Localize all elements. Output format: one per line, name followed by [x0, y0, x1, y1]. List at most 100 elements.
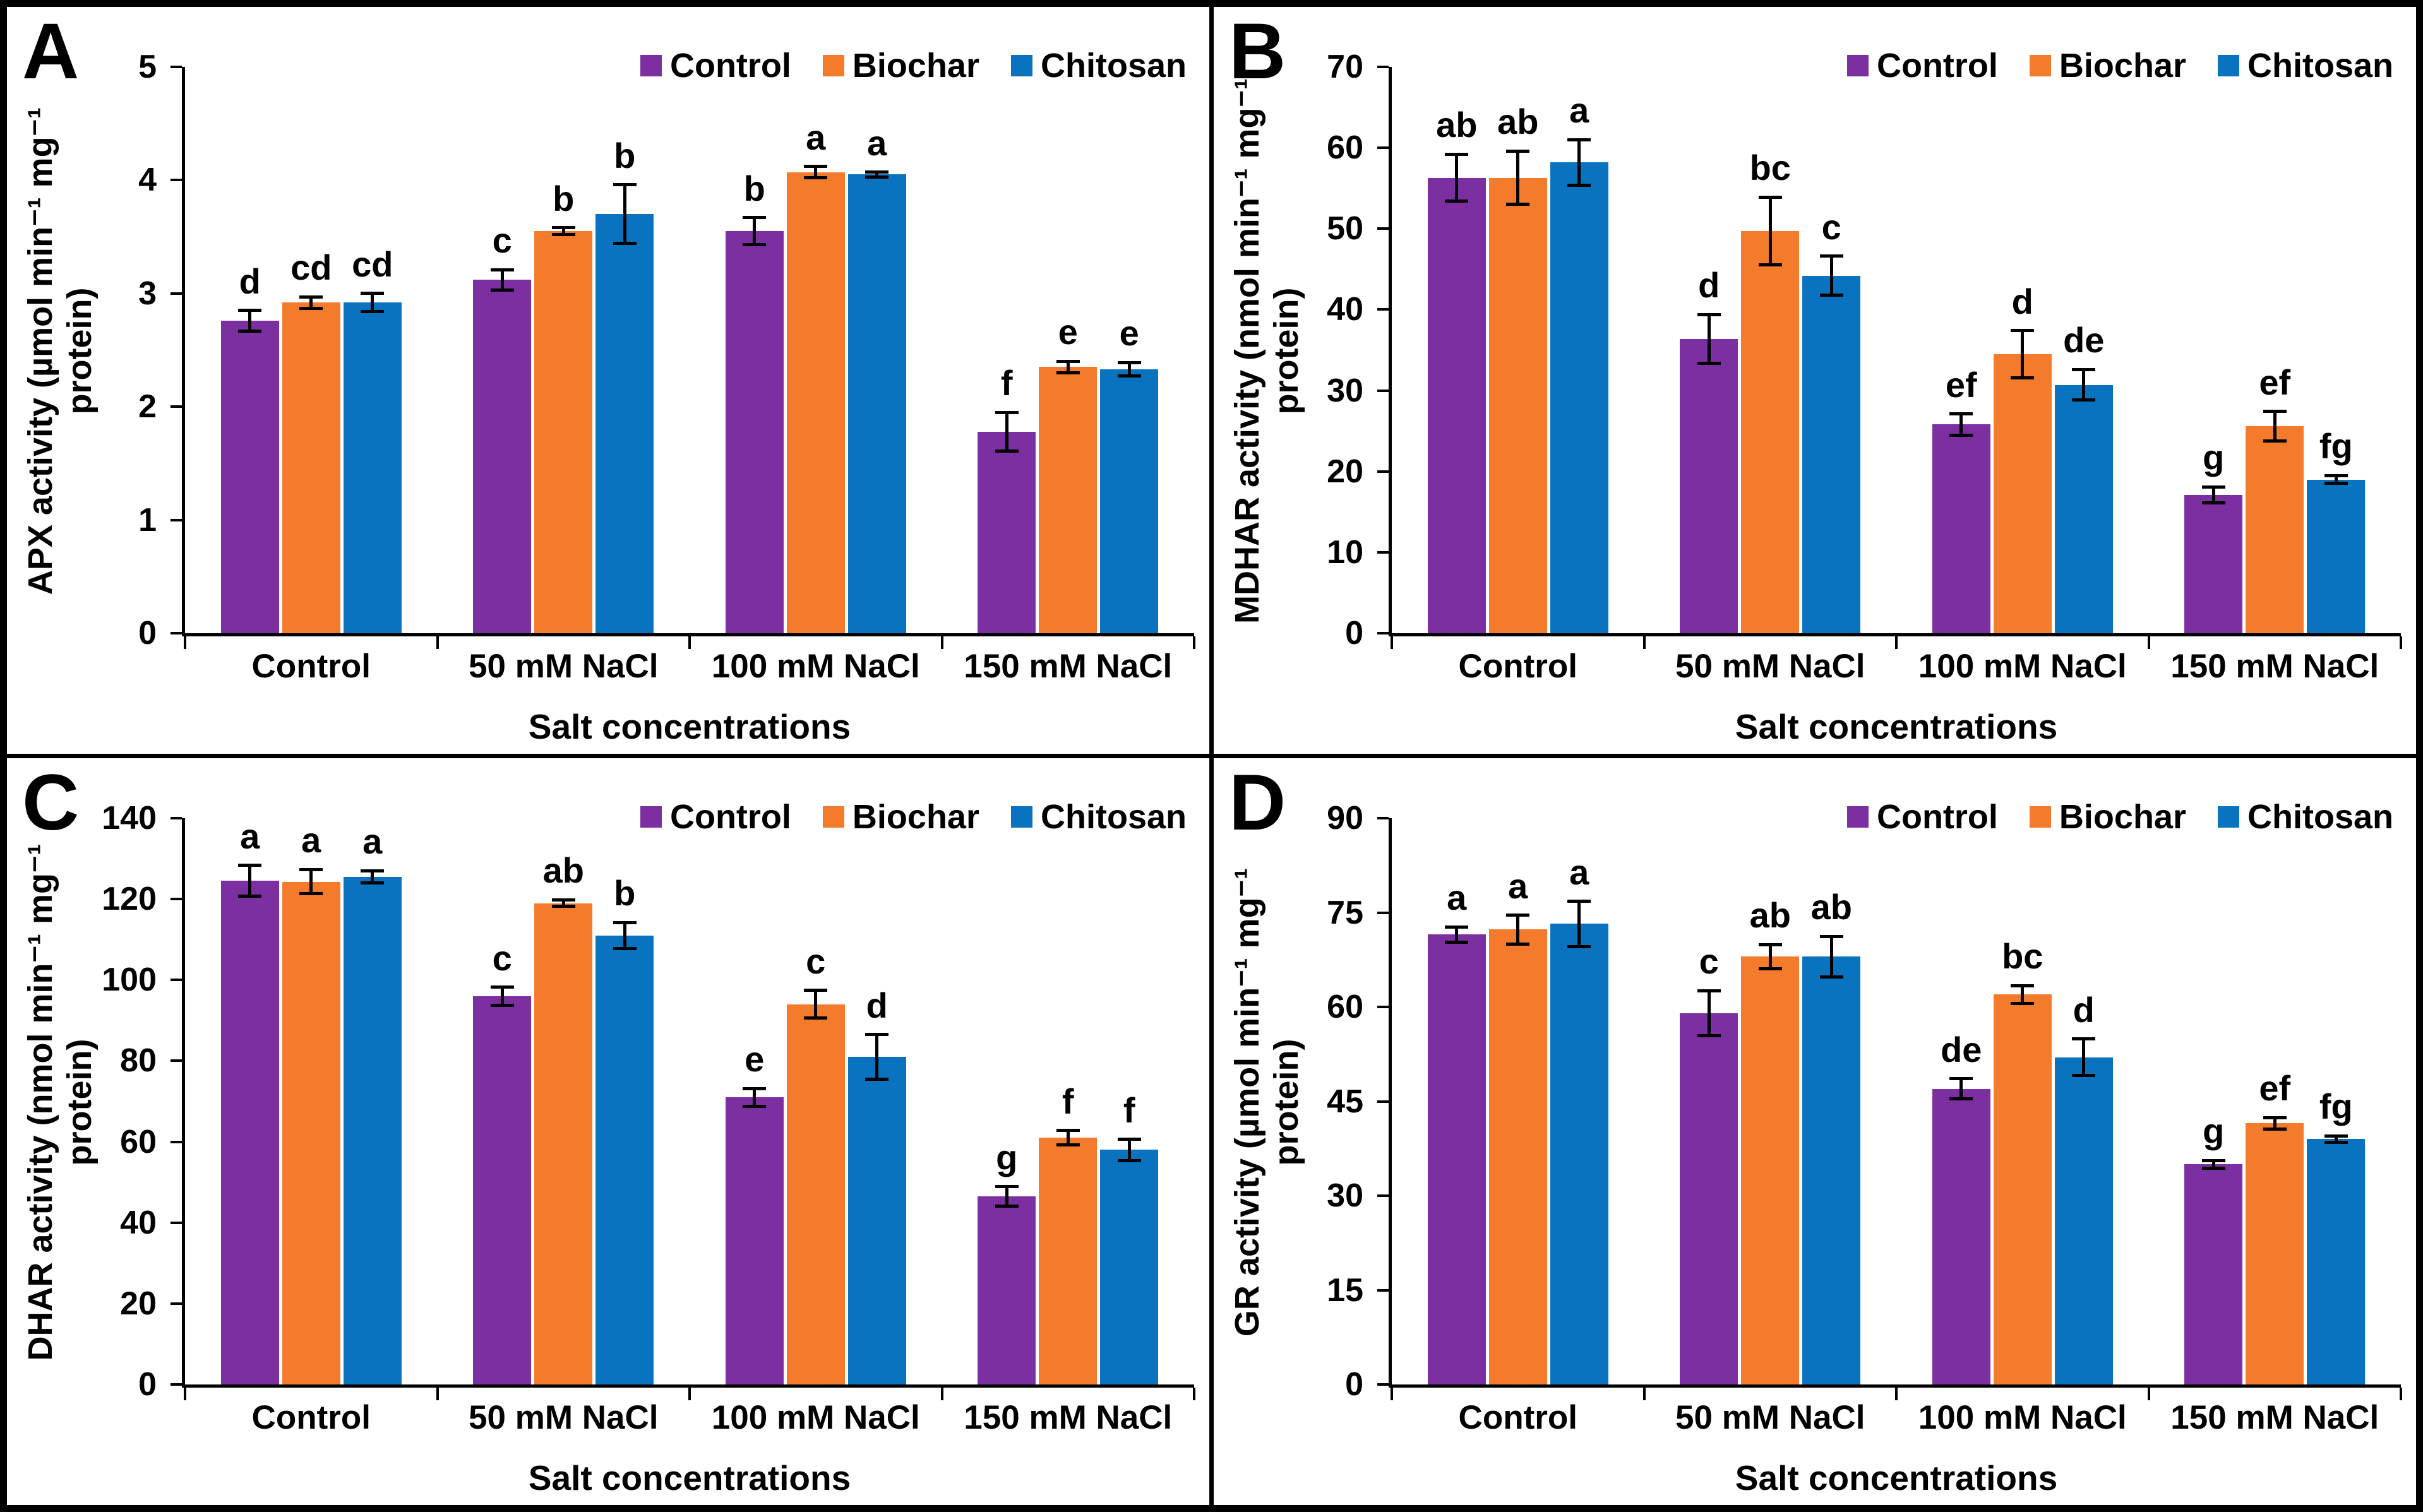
x-tick [2147, 636, 2150, 649]
legend-swatch-control [1846, 806, 1869, 828]
y-tick [1377, 1006, 1389, 1008]
legend-swatch-chitosan [1010, 55, 1032, 76]
bar-control-2 [473, 280, 532, 633]
x-category: 100 mM NaCl [1918, 1399, 2127, 1436]
error-bar-cap-top [1445, 925, 1469, 929]
error-bar-cap-top [1819, 934, 1843, 938]
x-category: Control [251, 1399, 371, 1436]
y-tick [171, 1140, 182, 1143]
x-tick [1642, 636, 1646, 649]
error-bar-cap-top [2201, 485, 2225, 489]
y-tick-label: 0 [138, 1366, 157, 1403]
bar-chitosan-3 [847, 1057, 906, 1384]
bar-chitosan-1 [1550, 924, 1608, 1384]
sig-letter: a [1569, 852, 1589, 892]
error-bar [1959, 414, 1963, 436]
legend-swatch-chitosan [2217, 55, 2239, 76]
plot-area: 0 20 40 60 80 100 120 140 a a a c ab b e c d g f f [102, 800, 1195, 1403]
y-tick [171, 632, 182, 634]
panel-d: D GR activity (µmol min⁻¹ mg⁻¹ protein) … [1214, 758, 2416, 1505]
x-tick [1642, 1388, 1646, 1400]
plot-area: 0 15 30 45 60 75 90 a a a c ab ab de bc d g ef fg [1327, 800, 2402, 1403]
x-category: Control [1458, 648, 1577, 685]
error-bar-cap-bottom [1949, 1097, 1973, 1101]
sig-letter: ef [1945, 364, 1977, 405]
x-category: 150 mM NaCl [2170, 648, 2379, 685]
legend-label: Chitosan [2247, 47, 2393, 85]
error-bar-cap-bottom [1445, 940, 1469, 944]
bar-control-4 [2184, 494, 2243, 633]
error-bar-cap-top [299, 867, 323, 871]
error-bar [1768, 944, 1772, 969]
error-bar-cap-top [238, 864, 262, 867]
error-bar-cap-bottom [1758, 263, 1782, 267]
sig-letter: e [1119, 313, 1139, 354]
error-bar-cap-bottom [1697, 1034, 1721, 1038]
bar-control-1 [220, 881, 279, 1384]
sig-letter: c [492, 220, 512, 261]
bar-chitosan-3 [847, 174, 906, 633]
x-tick [2147, 1388, 2150, 1400]
error-bar [500, 987, 504, 1006]
error-bar-cap-top [743, 1086, 767, 1090]
error-bar-cap-top [361, 869, 385, 872]
error-bar-cap-top [2263, 410, 2287, 414]
sig-letter: ef [2259, 1068, 2291, 1109]
error-bar-cap-bottom [490, 1003, 514, 1007]
error-bar-cap-bottom [1117, 1158, 1141, 1162]
y-tick-label: 3 [138, 275, 157, 312]
sig-letter: b [614, 873, 636, 914]
error-bar [1959, 1078, 1963, 1099]
y-tick-label: 5 [138, 49, 157, 85]
y-tick [171, 1383, 182, 1386]
y-tick [1377, 389, 1389, 392]
error-bar-cap-bottom [2201, 501, 2225, 505]
x-category: 50 mM NaCl [1675, 648, 1865, 685]
error-bar-cap-bottom [1056, 371, 1080, 374]
y-tick [171, 66, 182, 68]
y-tick-label: 4 [138, 162, 157, 199]
error-bar [248, 865, 252, 896]
legend-swatch-biochar [822, 55, 844, 76]
error-bar [1829, 936, 1833, 977]
x-category: 150 mM NaCl [964, 1399, 1173, 1436]
y-tick-label: 60 [120, 1123, 157, 1160]
y-tick [1377, 227, 1389, 230]
sig-letter: f [1123, 1090, 1135, 1130]
sig-letter: ab [1497, 102, 1539, 142]
bar-biochar-4 [1039, 367, 1098, 633]
y-tick [171, 1221, 182, 1224]
error-bar [1516, 151, 1520, 205]
legend-swatch-control [640, 806, 662, 828]
sig-letter: d [2073, 989, 2095, 1030]
y-tick [171, 1302, 182, 1305]
y-tick [1377, 1383, 1389, 1386]
legend-item-biochar: Biochar [822, 797, 979, 836]
bar-chitosan-4 [2307, 1139, 2366, 1384]
y-tick-label: 75 [1327, 894, 1363, 931]
error-bar-cap-top [1949, 1077, 1973, 1081]
x-axis-title: Salt concentrations [1735, 1458, 2058, 1497]
error-bar-cap-bottom [1506, 942, 1530, 946]
y-tick-label: 90 [1327, 800, 1363, 836]
bar-control-3 [1932, 424, 1990, 633]
error-bar [1516, 915, 1520, 944]
error-bar-cap-bottom [995, 449, 1019, 453]
bar-control-4 [978, 431, 1036, 633]
bar-control-3 [725, 1097, 784, 1384]
bar-biochar-3 [1993, 994, 2052, 1384]
error-bar-cap-bottom [238, 329, 262, 333]
sig-letter: g [996, 1137, 1018, 1177]
panel-label-a: A [22, 8, 80, 95]
bar-biochar-4 [2246, 426, 2304, 633]
legend: Control Biochar Chitosan [1846, 46, 2393, 85]
error-bar-cap-bottom [1758, 967, 1782, 970]
x-axis-title: Salt concentrations [1735, 707, 2058, 746]
bar-control-1 [1427, 177, 1486, 633]
error-bar-cap-top [1697, 313, 1721, 316]
legend-label: Chitosan [1040, 798, 1187, 836]
legend-item-biochar: Biochar [822, 46, 979, 85]
error-bar-cap-bottom [238, 895, 262, 898]
error-bar-cap-top [238, 309, 262, 313]
